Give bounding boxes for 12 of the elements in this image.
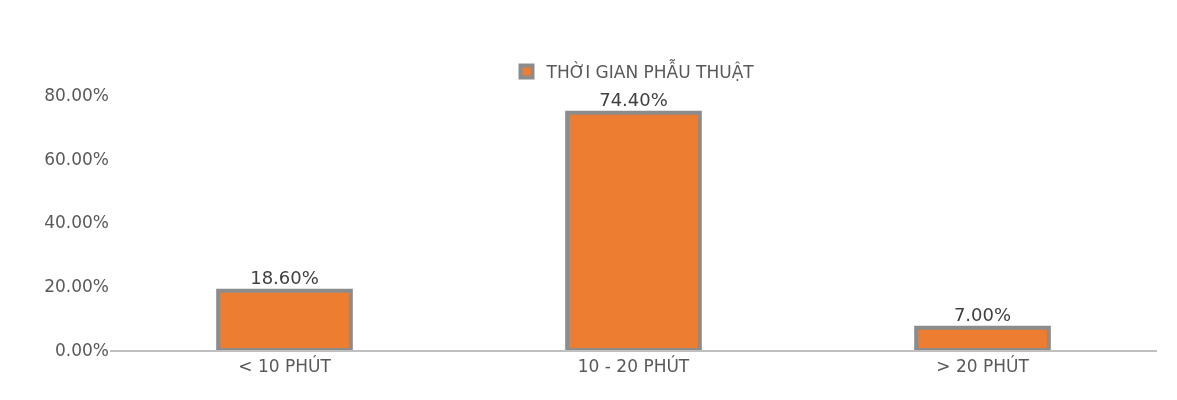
y-tick-label: 40.00%	[44, 212, 109, 233]
data-label: 74.40%	[599, 88, 668, 110]
data-label: 18.60%	[250, 266, 319, 288]
y-tick-label: 20.00%	[44, 276, 109, 297]
y-tick-label: 0.00%	[54, 339, 109, 360]
y-tick-label: 80.00%	[44, 84, 109, 105]
legend-label: THỜI GIAN PHẪU THUẬT	[545, 59, 755, 83]
data-label: 7.00%	[953, 303, 1012, 325]
x-tick-label: < 10 PHÚT	[238, 355, 332, 377]
y-tick-label: 60.00%	[44, 148, 109, 169]
x-tick-label: 10 - 20 PHÚT	[577, 355, 690, 377]
x-tick-label: > 20 PHÚT	[936, 355, 1030, 377]
